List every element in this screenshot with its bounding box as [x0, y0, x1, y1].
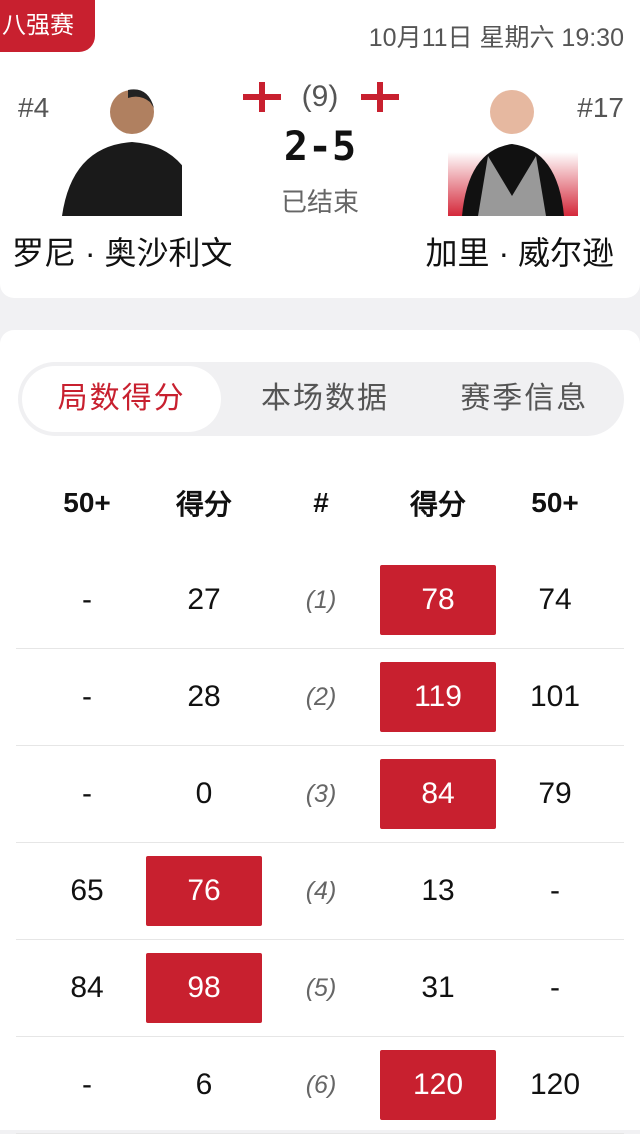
right-score: 31 [421, 971, 455, 1004]
left-score-cell: 6 [146, 1050, 262, 1120]
details-panel: 局数得分 本场数据 赛季信息 50+ 得分 # 得分 50+ - 27 (1) 78 7… [0, 330, 640, 1134]
left-50plus: 84 [70, 971, 104, 1004]
left-50plus: - [82, 680, 92, 713]
col-left-score: 得分 [175, 489, 232, 520]
player2-rank: #17 [577, 92, 624, 123]
table-row: - 28 (2) 119 101 [16, 649, 624, 746]
tab-bar: 局数得分 本场数据 赛季信息 [18, 362, 624, 436]
left-50plus-cell: 84 [29, 953, 145, 1023]
left-score: 98 [146, 953, 262, 1023]
left-score-cell: 27 [146, 565, 262, 635]
left-50plus-cell: - [29, 662, 145, 732]
right-50plus-cell: 120 [497, 1050, 613, 1120]
player1-rank: #4 [18, 92, 50, 123]
right-score: 78 [380, 565, 496, 635]
player1-name[interactable]: 罗尼 · 奥沙利文 [12, 235, 233, 271]
right-50plus: 79 [538, 777, 572, 810]
right-50plus-cell: - [497, 953, 613, 1023]
frame-number: (2) [305, 682, 337, 711]
right-50plus: - [550, 874, 560, 907]
left-50plus: 65 [70, 874, 104, 907]
right-50plus: 120 [529, 1068, 581, 1101]
table-row: - 27 (1) 78 74 [16, 552, 624, 649]
table-header: 50+ 得分 # 得分 50+ [16, 480, 624, 526]
tab-match-stats[interactable]: 本场数据 [260, 382, 389, 415]
right-score-cell: 13 [380, 856, 496, 926]
left-50plus-cell: - [29, 1050, 145, 1120]
england-flag-icon [243, 82, 281, 112]
right-score: 13 [421, 874, 455, 907]
frame-number-cell: (5) [263, 953, 379, 1023]
frame-number-cell: (2) [263, 662, 379, 732]
frame-number: (3) [305, 779, 337, 808]
player1-photo[interactable] [52, 82, 182, 216]
left-50plus-cell: - [29, 565, 145, 635]
left-score-cell: 98 [146, 953, 262, 1023]
col-right-score: 得分 [409, 489, 466, 520]
england-flag-icon [361, 82, 399, 112]
right-50plus: 74 [538, 583, 572, 616]
right-50plus-cell: - [497, 856, 613, 926]
frame-number-cell: (4) [263, 856, 379, 926]
match-header: 八强赛 10月11日 星期六 19:30 #4 #17 罗尼 · 奥沙利文 加里… [0, 0, 640, 298]
frame-number-cell: (1) [263, 565, 379, 635]
right-score-cell: 31 [380, 953, 496, 1023]
right-score-cell: 119 [380, 662, 496, 732]
player2-photo[interactable] [448, 82, 578, 216]
right-score: 84 [380, 759, 496, 829]
frame-number: (5) [305, 973, 337, 1002]
frame-number: (6) [305, 1070, 337, 1099]
left-score: 76 [146, 856, 262, 926]
right-score-cell: 78 [380, 565, 496, 635]
table-row: 65 76 (4) 13 - [16, 843, 624, 940]
table-row: - 0 (3) 84 79 [16, 746, 624, 843]
table-row: - 6 (6) 120 120 [16, 1037, 624, 1134]
left-50plus: - [82, 777, 92, 810]
right-50plus-cell: 79 [497, 759, 613, 829]
frame-number-cell: (3) [263, 759, 379, 829]
best-of-frames: (9) [301, 80, 339, 113]
player2-name[interactable]: 加里 · 威尔逊 [425, 235, 614, 271]
frame-number: (4) [305, 876, 337, 905]
left-score: 27 [187, 583, 221, 616]
right-50plus-cell: 101 [497, 662, 613, 732]
match-datetime: 10月11日 星期六 19:30 [368, 24, 624, 52]
right-50plus: - [550, 971, 560, 1004]
left-score: 0 [195, 777, 213, 810]
left-50plus-cell: - [29, 759, 145, 829]
left-50plus: - [82, 583, 92, 616]
col-frame: # [313, 487, 329, 518]
left-score: 6 [195, 1068, 213, 1101]
right-50plus-cell: 74 [497, 565, 613, 635]
right-score-cell: 120 [380, 1050, 496, 1120]
match-status: 已结束 [280, 187, 359, 217]
col-left-50plus: 50+ [63, 487, 111, 518]
left-50plus: - [82, 1068, 92, 1101]
left-score-cell: 0 [146, 759, 262, 829]
frame-number-cell: (6) [263, 1050, 379, 1120]
table-row: 84 98 (5) 31 - [16, 940, 624, 1037]
left-50plus-cell: 65 [29, 856, 145, 926]
col-right-50plus: 50+ [531, 487, 579, 518]
left-score-cell: 76 [146, 856, 262, 926]
tab-frame-scores[interactable]: 局数得分 [22, 366, 222, 432]
right-score-cell: 84 [380, 759, 496, 829]
left-score-cell: 28 [146, 662, 262, 732]
left-score: 28 [187, 680, 221, 713]
match-score: 2-5 [283, 124, 357, 170]
tab-season-info[interactable]: 赛季信息 [460, 382, 589, 415]
right-50plus: 101 [529, 680, 581, 713]
right-score: 120 [380, 1050, 496, 1120]
right-score: 119 [380, 662, 496, 732]
stage-badge: 八强赛 [0, 0, 95, 52]
frame-number: (1) [305, 585, 337, 614]
